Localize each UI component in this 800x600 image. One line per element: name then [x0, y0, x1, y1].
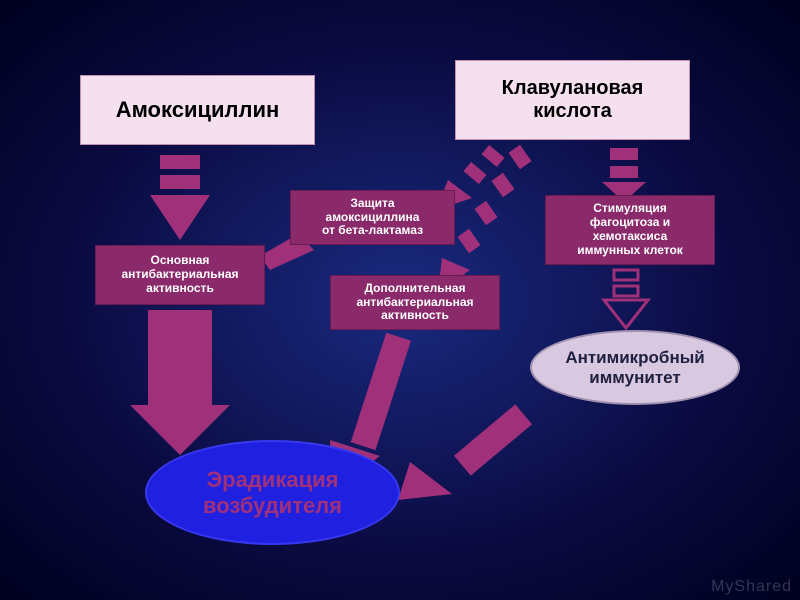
node-protection: Защита амоксициллина от бета-лактамаз	[290, 190, 455, 245]
watermark: MyShared	[711, 578, 792, 596]
node-additional-activity: Дополнительная антибактериальная активно…	[330, 275, 500, 330]
label: Стимуляция фагоцитоза и хемотаксиса имму…	[577, 202, 683, 257]
node-eradication: Эрадикация возбудителя	[145, 440, 400, 545]
node-amoxicillin: Амоксициллин	[80, 75, 315, 145]
label: Эрадикация возбудителя	[203, 467, 342, 519]
label: Защита амоксициллина от бета-лактамаз	[322, 197, 423, 238]
label: Антимикробный иммунитет	[565, 348, 704, 388]
label: Дополнительная антибактериальная активно…	[356, 282, 473, 323]
node-main-activity: Основная антибактериальная активность	[95, 245, 265, 305]
label: Основная антибактериальная активность	[121, 254, 238, 295]
label: Клавулановая кислота	[502, 77, 644, 123]
node-clavulanic: Клавулановая кислота	[455, 60, 690, 140]
node-stimulation: Стимуляция фагоцитоза и хемотаксиса имму…	[545, 195, 715, 265]
node-immunity: Антимикробный иммунитет	[530, 330, 740, 405]
label: Амоксициллин	[116, 97, 280, 123]
